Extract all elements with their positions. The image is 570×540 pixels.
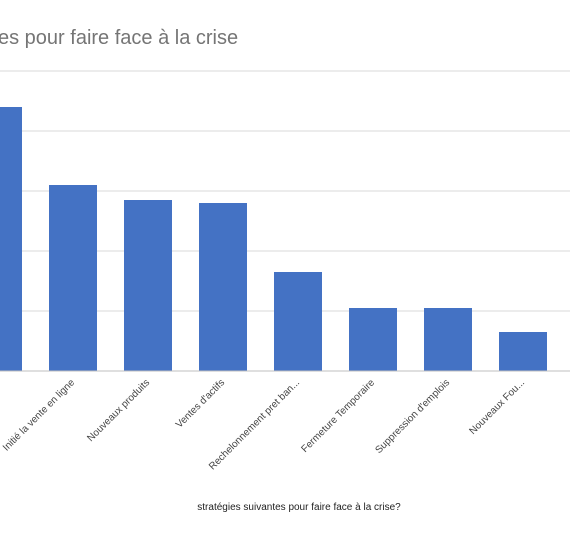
bar [424,308,472,371]
chart-title: es pour faire face à la crise [0,27,238,49]
bar [274,272,322,371]
bar [199,203,247,371]
x-tick-label: Nouveaux Fou... [467,377,527,437]
bar [0,107,22,371]
x-tick-label: Ventes d'actifs [174,377,227,430]
x-tick-label: Fermeture Temporaire [300,377,378,455]
x-tick-label: Initié la vente en ligne [1,377,77,453]
bar [499,332,547,371]
x-tick-label: Mesures de Communication et... [0,377,2,487]
x-axis-label: stratégies suivantes pour faire face à l… [197,502,401,513]
bar [49,185,97,371]
bar [124,200,172,371]
x-tick-labels: Mesures de Communication et...Initié la … [0,377,527,487]
x-tick-label: Rechelonnement pret ban... [207,377,302,472]
bars [0,107,547,371]
x-tick-label: Nouveaux produits [85,377,152,444]
bar [349,308,397,371]
x-tick-label: Suppression d'emplois [373,377,452,456]
